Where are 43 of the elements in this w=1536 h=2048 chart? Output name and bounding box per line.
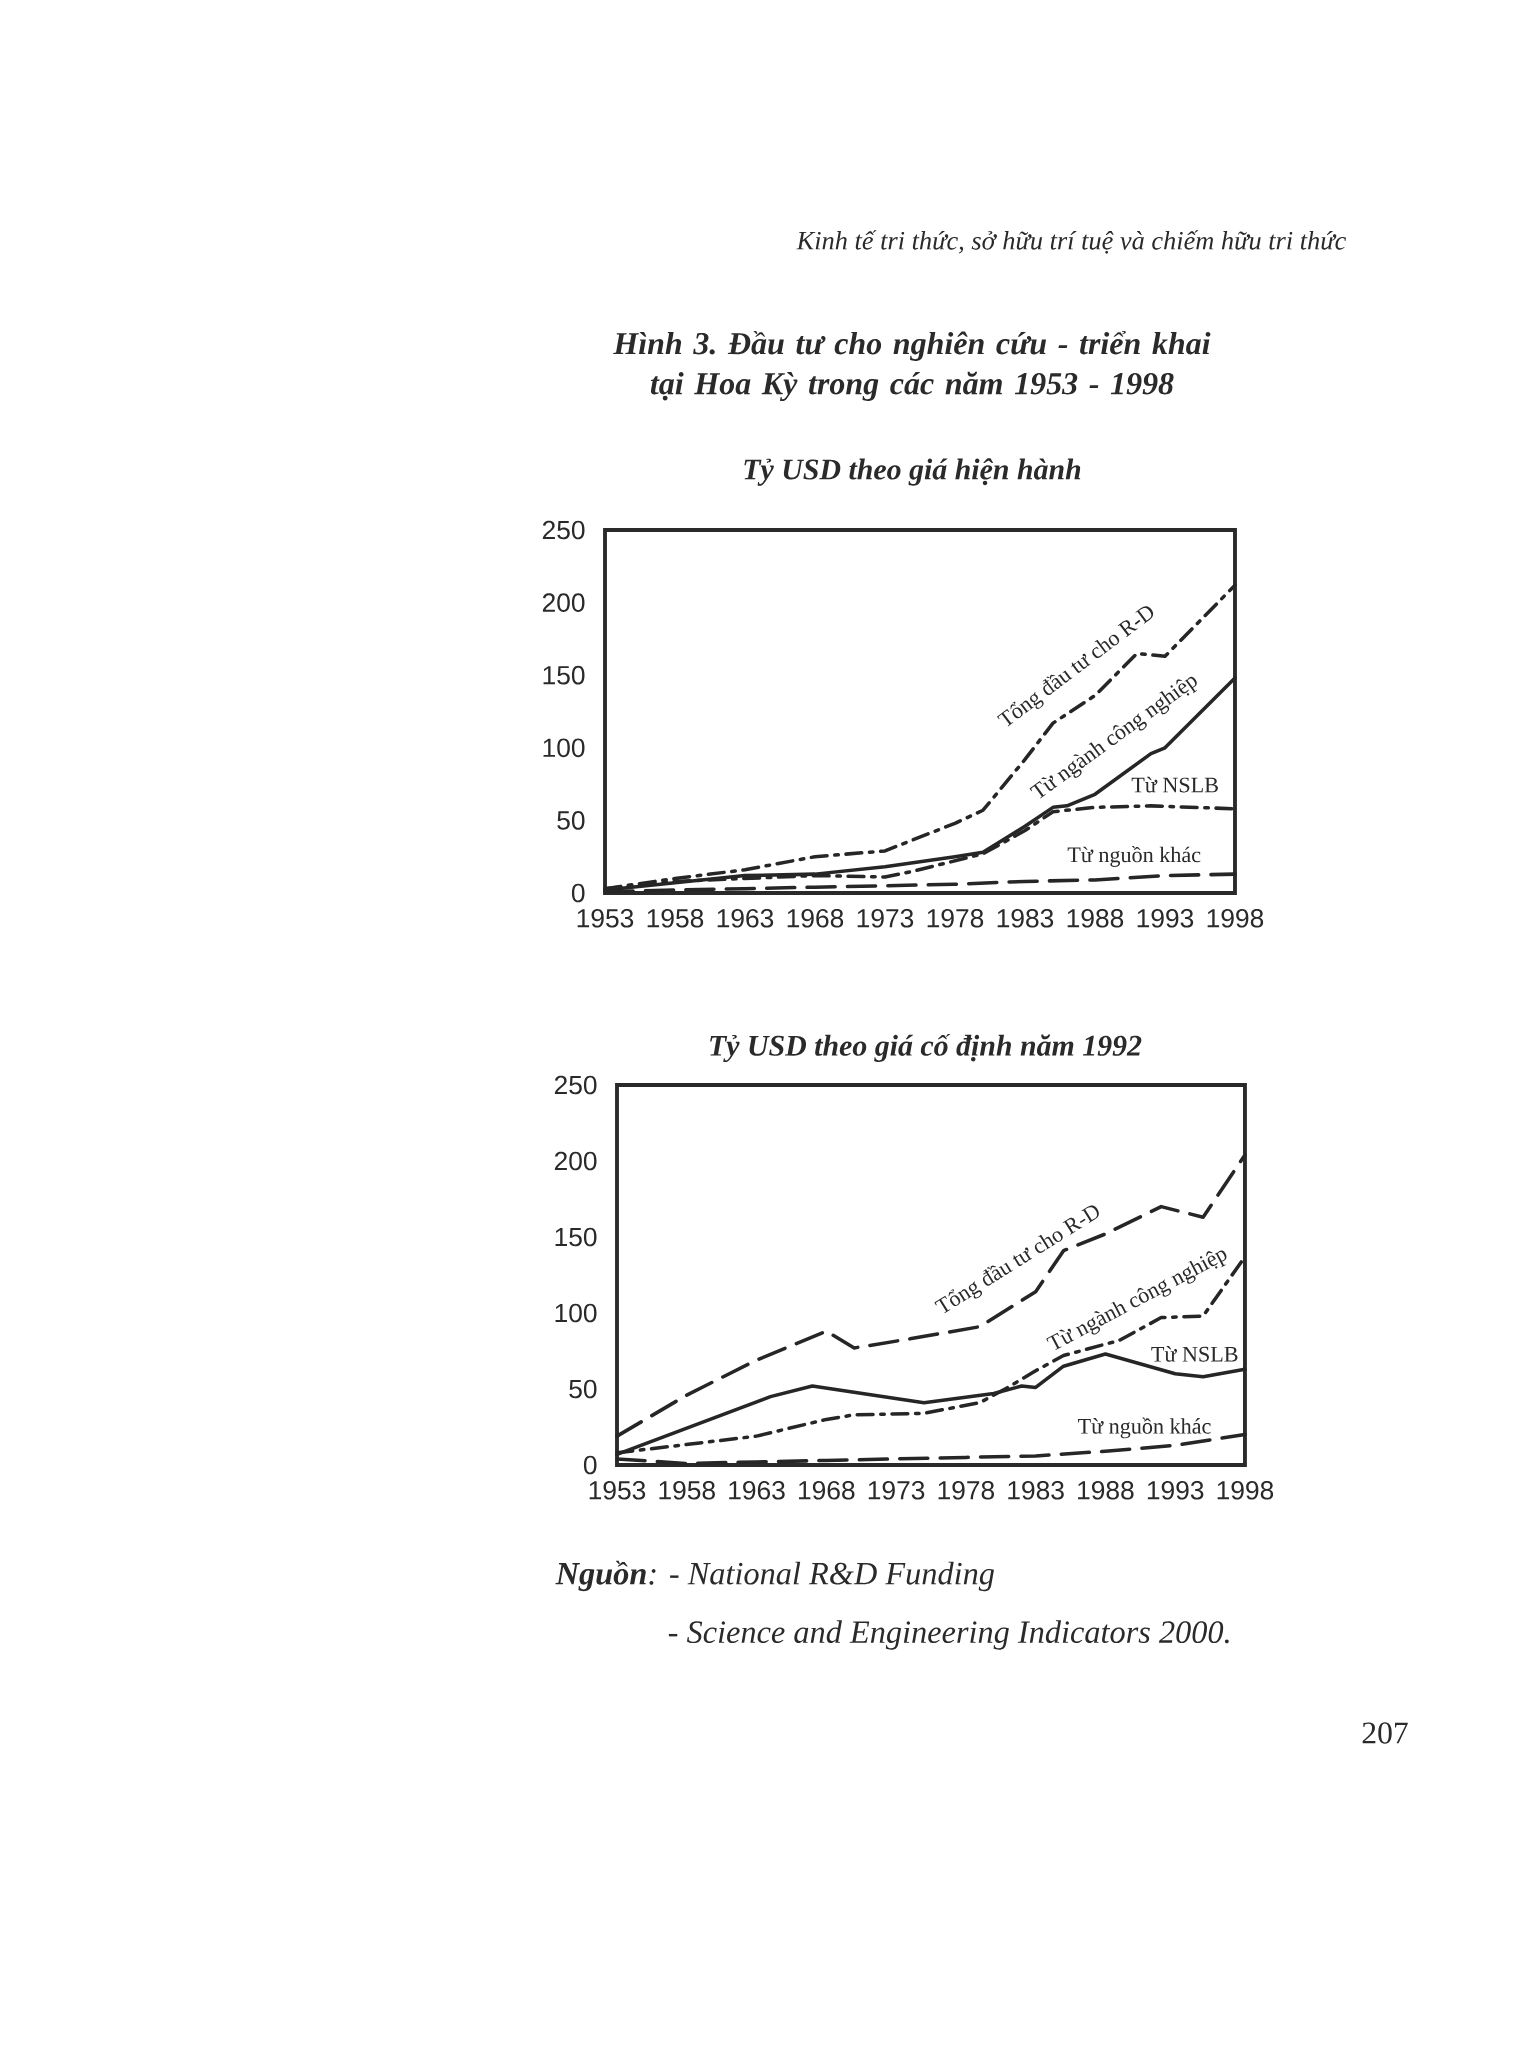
x-tick-label: 1978 [938,1480,995,1500]
x-tick-label: 1973 [857,908,914,928]
y-tick-label: 150 [543,665,585,685]
y-tick-label: 200 [554,1151,597,1171]
x-tick-label: 1968 [799,1480,855,1500]
x-tick-label: 1963 [717,908,774,928]
y-tick-label: 50 [557,811,585,830]
x-tick-label: 1973 [868,1480,925,1500]
y-tick-label: 50 [569,1379,597,1399]
x-tick-label: 1983 [1008,1480,1064,1500]
x-tick-label: 1978 [927,908,984,928]
series-label: Từ NSLB [1151,1346,1238,1362]
text: Nguồn: - National R&D Funding [555,1560,994,1592]
x-tick-label: 1993 [1147,1480,1204,1500]
y-tick-label: 200 [542,593,585,612]
x-tick-label: 1958 [659,1480,715,1500]
y-tick-label: 250 [554,1075,597,1095]
text: 207 [1362,1722,1408,1744]
y-tick-label: 250 [542,520,585,540]
y-tick-label: 100 [555,1303,597,1323]
series-label: Từ nguồn khác [1067,846,1201,867]
x-tick-label: 1958 [647,908,704,928]
text: - Science and Engineering Indicators 2000. [668,1620,1229,1650]
series-label: Từ nguồn khác [1078,1417,1211,1439]
x-tick-label: 1963 [729,1480,785,1500]
y-tick-label: 100 [543,738,585,758]
x-tick-label: 1983 [997,908,1054,928]
x-tick-label: 1998 [1217,1480,1274,1500]
x-tick-label: 1988 [1078,1480,1134,1500]
x-tick-label: 1953 [589,1480,646,1500]
chart-subtitle: Tỷ USD theo giá cố định năm 1992 [710,1033,1142,1063]
x-tick-label: 1998 [1207,908,1264,928]
series-label: Từ NSLB [1131,776,1218,793]
x-tick-label: 1988 [1067,908,1124,928]
text: Kinh tế tri thức, sở hữu trí tuệ và chiếm hữu tri thức [796,230,1347,254]
y-tick-label: 0 [583,1455,597,1475]
chart-subtitle: Tỷ USD theo giá hiện hành [744,458,1081,486]
chart-title: Hình 3. Đầu tư cho nghiên cứu - triển khai tại Hoa Kỳ trong các năm 1953 - 1998 [613,330,1211,402]
x-tick-label: 1953 [577,908,634,928]
x-tick-label: 1993 [1137,908,1194,928]
x-tick-label: 1968 [787,908,844,928]
y-tick-label: 0 [571,883,585,903]
y-tick-label: 150 [555,1227,597,1247]
